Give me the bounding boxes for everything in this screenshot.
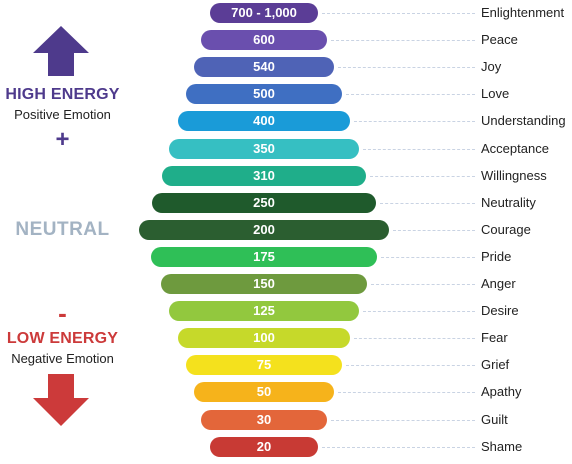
energy-legend: HIGH ENERGY Positive Emotion + NEUTRAL -…	[0, 0, 125, 464]
leader-line	[363, 311, 475, 312]
leader-line	[371, 284, 475, 285]
level-name: Anger	[481, 276, 516, 291]
level-bar: 175	[151, 247, 377, 267]
level-name: Guilt	[481, 412, 508, 427]
level-name: Joy	[481, 59, 502, 74]
low-energy-title: LOW ENERGY	[6, 330, 119, 347]
leader-line	[322, 13, 475, 14]
level-bar: 125	[169, 301, 359, 321]
low-energy-subtitle: Negative Emotion	[11, 351, 114, 366]
leader-line	[370, 176, 475, 177]
neutral-label: NEUTRAL	[15, 219, 110, 240]
level-bar: 50	[194, 382, 334, 402]
level-name: Understanding	[481, 113, 566, 128]
minus-sign: -	[58, 298, 67, 328]
level-bar: 100	[178, 328, 350, 348]
level-bar: 700 - 1,000	[210, 3, 318, 23]
level-name: Neutrality	[481, 195, 536, 210]
leader-line	[354, 121, 475, 122]
leader-line	[346, 94, 475, 95]
level-name: Desire	[481, 303, 519, 318]
level-name: Love	[481, 86, 510, 101]
level-name: Pride	[481, 249, 512, 264]
arrow-down-icon	[33, 374, 89, 426]
level-name: Grief	[481, 357, 510, 372]
level-name: Apathy	[481, 384, 522, 399]
leader-line	[363, 149, 475, 150]
level-name: Shame	[481, 439, 523, 454]
leader-line	[393, 230, 475, 231]
leader-line	[322, 447, 475, 448]
level-bar: 200	[139, 220, 389, 240]
level-bar: 400	[178, 111, 350, 131]
level-name: Peace	[481, 32, 518, 47]
arrow-up-icon	[33, 26, 89, 76]
leader-line	[354, 338, 475, 339]
level-bar: 30	[201, 410, 327, 430]
level-name: Courage	[481, 222, 531, 237]
level-name: Enlightenment	[481, 5, 565, 20]
level-bar: 350	[169, 139, 359, 159]
high-energy-title: HIGH ENERGY	[5, 86, 120, 103]
level-bar: 150	[161, 274, 367, 294]
leader-line	[331, 420, 475, 421]
leader-line	[338, 67, 475, 68]
leader-line	[346, 365, 475, 366]
level-bar: 540	[194, 57, 334, 77]
level-bar: 500	[186, 84, 342, 104]
level-name: Willingness	[481, 168, 547, 183]
level-name: Acceptance	[481, 141, 549, 156]
leader-line	[338, 392, 475, 393]
leader-line	[381, 257, 475, 258]
leader-line	[380, 203, 475, 204]
level-bar: 310	[162, 166, 366, 186]
level-bar: 75	[186, 355, 342, 375]
level-bar: 20	[210, 437, 318, 457]
high-energy-subtitle: Positive Emotion	[14, 107, 111, 122]
level-bar: 250	[152, 193, 376, 213]
level-bar: 600	[201, 30, 327, 50]
plus-sign: +	[55, 126, 70, 153]
leader-line	[331, 40, 475, 41]
level-name: Fear	[481, 330, 508, 345]
